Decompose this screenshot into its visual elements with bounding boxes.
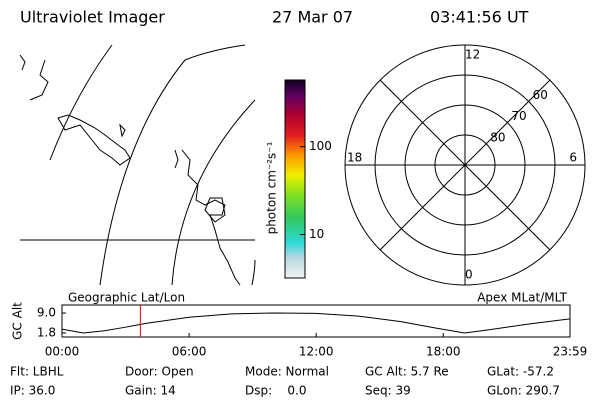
status-field: Door: Open: [125, 365, 194, 379]
status-field: Flt: LBHL: [10, 365, 64, 379]
latitude-ring: [404, 104, 526, 226]
latitude-ring: [374, 74, 556, 256]
hour-label: 12: [465, 48, 480, 62]
x-tick-label: 06:00: [172, 345, 207, 359]
y-tick-label: 9.0: [37, 306, 56, 320]
date: 27 Mar 07: [272, 8, 353, 27]
hour-label: 6: [569, 151, 577, 165]
latitude-label: 70: [511, 109, 526, 123]
time: 03:41:56 UT: [430, 8, 529, 27]
colorbar: [284, 79, 306, 279]
hour-label: 18: [347, 151, 362, 165]
latitude-label: 80: [490, 130, 505, 144]
left-label: Geographic Lat/Lon: [68, 291, 185, 305]
x-tick-label: 12:00: [299, 345, 334, 359]
hour-label: 0: [465, 268, 473, 282]
title: Ultraviolet Imager: [20, 8, 165, 27]
x-tick-label: 23:59: [553, 345, 588, 359]
status-field: Mode: Normal: [245, 365, 329, 379]
y-tick-label: 1.8: [37, 326, 56, 340]
status-field: Gain: 14: [125, 384, 176, 398]
colorbar-tick-label: 100: [309, 139, 332, 153]
altitude-line: [61, 312, 570, 334]
y-axis-label: GC Alt: [11, 302, 25, 340]
latitude-label: 60: [533, 88, 548, 102]
map: [19, 44, 256, 286]
colorbar-tick-label: 10: [309, 227, 324, 241]
status-field: IP: 36.0: [10, 384, 55, 398]
status-field: GC Alt: 5.7 Re: [365, 365, 449, 379]
status-field: Dsp: 0.0: [245, 384, 307, 398]
right-label: Apex MLat/MLT: [477, 291, 567, 305]
plot-frame: [61, 304, 571, 338]
colorbar-label: photon cm⁻²s⁻¹: [265, 141, 279, 234]
latitude-ring: [434, 134, 496, 196]
status-field: GLon: 290.7: [487, 384, 560, 398]
status-field: Seq: 39: [365, 384, 411, 398]
x-tick-label: 18:00: [426, 345, 461, 359]
polar-plot: [344, 44, 586, 286]
x-tick-label: 00:00: [45, 345, 80, 359]
status-field: GLat: -57.2: [487, 365, 554, 379]
